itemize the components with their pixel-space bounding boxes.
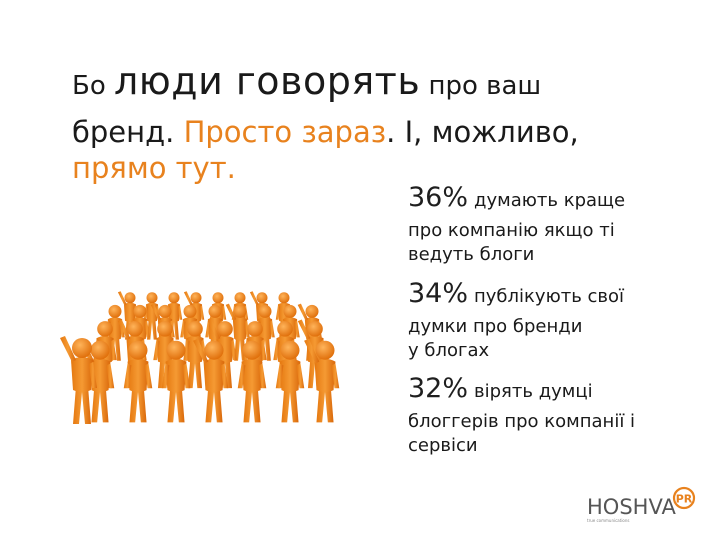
crowd-illustration: [60, 291, 340, 424]
stats-list: 36% думають краще про компанію якщо ті ве…: [408, 182, 678, 469]
stat-lead: думають краще: [474, 190, 626, 211]
person-figure: [225, 303, 250, 361]
heading-part3: про ваш: [420, 71, 542, 101]
stat-item: 34% публікують свої думки про бренди у бл…: [408, 278, 678, 364]
person-figure: [304, 338, 340, 423]
heading-line2-a: бренд.: [72, 114, 184, 149]
pr-badge-text: PR: [676, 493, 693, 506]
stat-item: 36% думають краще про компанію якщо ті ве…: [408, 182, 678, 268]
heading-line3: прямо тут.: [72, 150, 236, 185]
person-figure: [275, 340, 305, 423]
stat-percent: 36%: [408, 182, 469, 213]
stat-percent: 32%: [408, 373, 469, 405]
slide-heading: Бо люди говорять про ваш бренд. Просто з…: [72, 58, 632, 186]
logo-subtitle: true communications: [587, 518, 630, 523]
heading-part1: Бо: [72, 71, 115, 101]
heading-emphasis: люди говорять: [114, 59, 421, 103]
stat-text: блоггерів про компанії і сервіси: [408, 411, 636, 457]
heading-line2-highlight: Просто зараз: [183, 114, 387, 149]
person-figure: [161, 340, 191, 423]
stat-text: думки про бренди у блогах: [408, 315, 583, 361]
stat-text: про компанію якщо ті ведуть блоги: [408, 220, 615, 266]
person-figure: [237, 340, 267, 423]
person-figure: [193, 338, 229, 423]
stat-percent: 34%: [408, 277, 469, 309]
stat-item: 32% вірять думці блоггерів про компанії і…: [408, 373, 678, 459]
hoshva-logo: HOSHVA PR true communications: [585, 486, 697, 526]
pr-badge-icon: [672, 486, 696, 510]
heading-line2-c: . І, можливо,: [386, 114, 579, 149]
stat-lead: публікують свої: [474, 285, 625, 307]
person-figure: [60, 336, 97, 424]
stat-lead: вірять думці: [474, 381, 593, 403]
person-figure: [123, 340, 153, 423]
person-figure: [183, 321, 207, 389]
logo-text: HOSHVA: [587, 495, 676, 519]
